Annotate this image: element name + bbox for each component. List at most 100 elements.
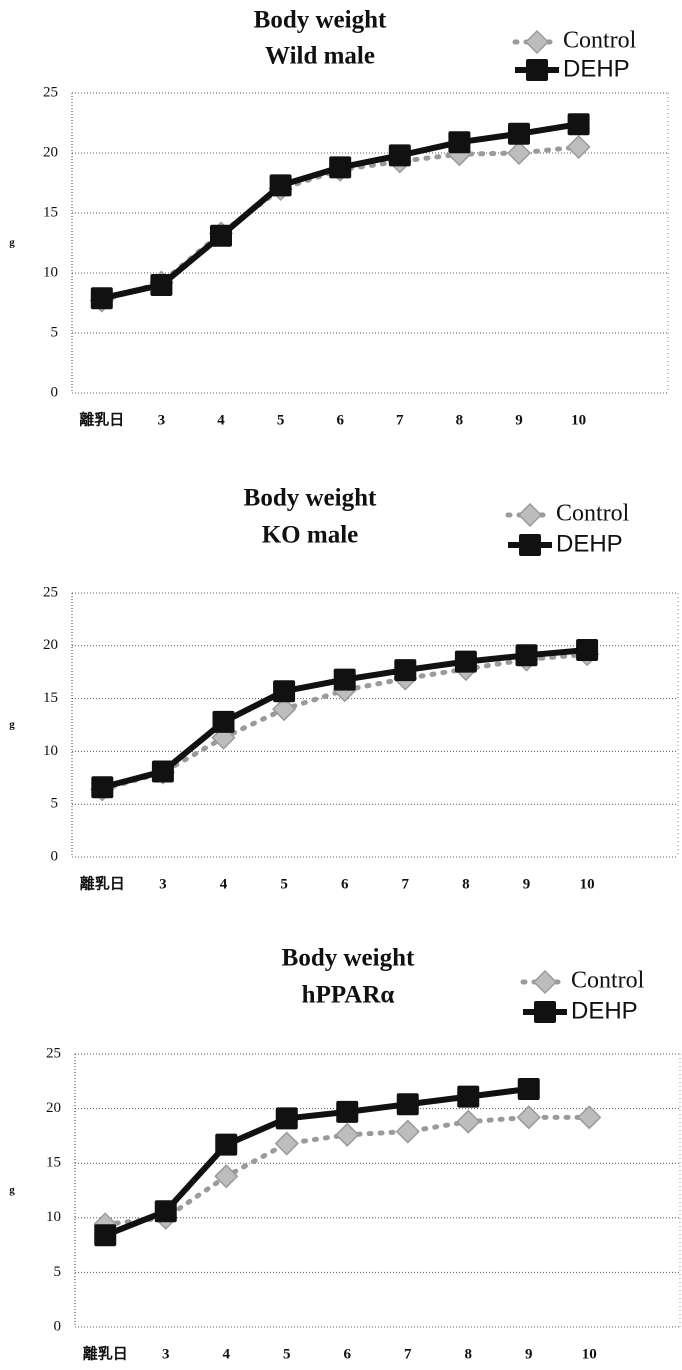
- y-tick-label: 25: [46, 1045, 61, 1061]
- data-point: [336, 1100, 359, 1123]
- data-point: [91, 776, 114, 799]
- legend-label: DEHP: [556, 530, 623, 557]
- y-tick-label: 5: [54, 1264, 62, 1280]
- legend-marker: [519, 534, 541, 556]
- data-point: [567, 113, 590, 136]
- x-tick-label: 6: [341, 876, 349, 892]
- y-tick-label: 25: [43, 84, 58, 100]
- x-tick-label: 10: [580, 876, 595, 892]
- y-tick-label: 10: [46, 1209, 61, 1225]
- x-tick-label: 離乳日: [80, 874, 125, 892]
- x-tick-label: 10: [582, 1346, 597, 1362]
- y-tick-label: 15: [46, 1155, 61, 1171]
- y-tick-label: 15: [43, 690, 58, 706]
- x-tick-label: 6: [344, 1346, 352, 1362]
- data-point: [396, 1093, 419, 1116]
- y-tick-label: 20: [43, 637, 58, 653]
- x-tick-label: 9: [523, 876, 531, 892]
- line-chart: Body weight Wild male g 0 5 10 15 20 25 離乳日 3 4 5 6 7 8…: [9, 7, 669, 428]
- data-point: [577, 1105, 602, 1130]
- data-point: [154, 1200, 177, 1223]
- x-tick-label: 3: [162, 1346, 170, 1362]
- chart-title: Body weight: [254, 7, 387, 34]
- data-point: [516, 1105, 541, 1130]
- chart-title: Body weight: [244, 485, 377, 512]
- x-tick-label: 3: [159, 876, 167, 892]
- data-point: [90, 287, 113, 310]
- series-line: [101, 121, 580, 302]
- x-tick-label: 4: [217, 412, 225, 428]
- data-point: [151, 760, 174, 783]
- y-axis-label: g: [9, 237, 15, 249]
- data-point: [215, 1133, 238, 1156]
- data-point: [275, 1107, 298, 1130]
- data-point: [333, 668, 356, 691]
- y-tick-label: 5: [51, 796, 59, 812]
- legend-label: Control: [571, 968, 645, 994]
- line-chart: Body weight KO male g 0 5 10 15 20 25 離乳日 3 4 5 6 7 8 9 1…: [9, 485, 679, 892]
- x-tick-label: 8: [462, 876, 470, 892]
- legend-marker: [526, 59, 548, 81]
- x-tick-label: 5: [280, 876, 288, 892]
- data-point: [515, 644, 538, 667]
- data-point: [388, 144, 411, 167]
- data-point: [576, 639, 599, 662]
- legend-marker: [534, 1001, 556, 1023]
- data-point: [335, 1122, 360, 1147]
- legend-label: DEHP: [571, 997, 638, 1024]
- data-point: [454, 650, 477, 673]
- y-tick-label: 25: [43, 584, 58, 600]
- x-tick-label: 9: [515, 412, 523, 428]
- y-tick-label: 0: [51, 848, 59, 864]
- chart-subtitle: Wild male: [265, 43, 375, 70]
- data-point: [517, 1077, 540, 1100]
- line-chart: Body weight hPPARα g 0 5 10 15 20 25 離乳日 3 4 5 6 7 8 9 10…: [9, 945, 681, 1362]
- x-tick-label: 7: [402, 876, 410, 892]
- x-tick-label: 7: [404, 1346, 412, 1362]
- x-tick-label: 8: [456, 412, 464, 428]
- legend-marker: [524, 29, 550, 55]
- x-tick-label: 8: [465, 1346, 473, 1362]
- data-point: [394, 659, 417, 682]
- legend-label: Control: [563, 28, 637, 54]
- legend-marker: [532, 969, 558, 995]
- x-tick-label: 7: [396, 412, 404, 428]
- x-tick-label: 4: [220, 876, 228, 892]
- y-tick-label: 15: [43, 204, 58, 220]
- x-tick-label: 5: [277, 412, 285, 428]
- x-tick-label: 3: [158, 412, 166, 428]
- x-tick-label: 6: [336, 412, 344, 428]
- x-tick-label: 5: [283, 1346, 291, 1362]
- legend-label: DEHP: [563, 55, 630, 82]
- data-point: [210, 224, 232, 247]
- chart-subtitle: KO male: [262, 522, 359, 549]
- y-tick-label: 5: [51, 324, 59, 340]
- data-point: [94, 1224, 117, 1247]
- x-tick-label: 離乳日: [79, 410, 124, 428]
- data-point: [214, 1164, 239, 1189]
- chart-subtitle: hPPARα: [302, 982, 395, 1009]
- x-tick-label: 4: [223, 1346, 231, 1362]
- y-tick-label: 0: [51, 384, 59, 400]
- y-tick-label: 20: [43, 144, 58, 160]
- x-tick-label: 9: [525, 1346, 533, 1362]
- y-axis-label: g: [9, 1184, 15, 1196]
- y-tick-label: 10: [43, 264, 58, 280]
- data-point: [150, 274, 173, 296]
- data-point: [212, 710, 235, 733]
- data-point: [272, 697, 297, 722]
- y-axis-label: g: [9, 719, 15, 731]
- data-point: [273, 680, 296, 703]
- data-point: [457, 1085, 480, 1108]
- data-point: [329, 156, 352, 179]
- data-point: [448, 131, 471, 154]
- y-tick-label: 10: [43, 743, 58, 759]
- x-tick-label: 離乳日: [83, 1344, 128, 1362]
- y-tick-label: 0: [54, 1318, 62, 1334]
- chart-title: Body weight: [282, 945, 415, 972]
- y-tick-label: 20: [46, 1100, 61, 1116]
- data-point: [566, 134, 591, 160]
- x-tick-label: 10: [571, 412, 586, 428]
- legend-marker: [517, 502, 543, 528]
